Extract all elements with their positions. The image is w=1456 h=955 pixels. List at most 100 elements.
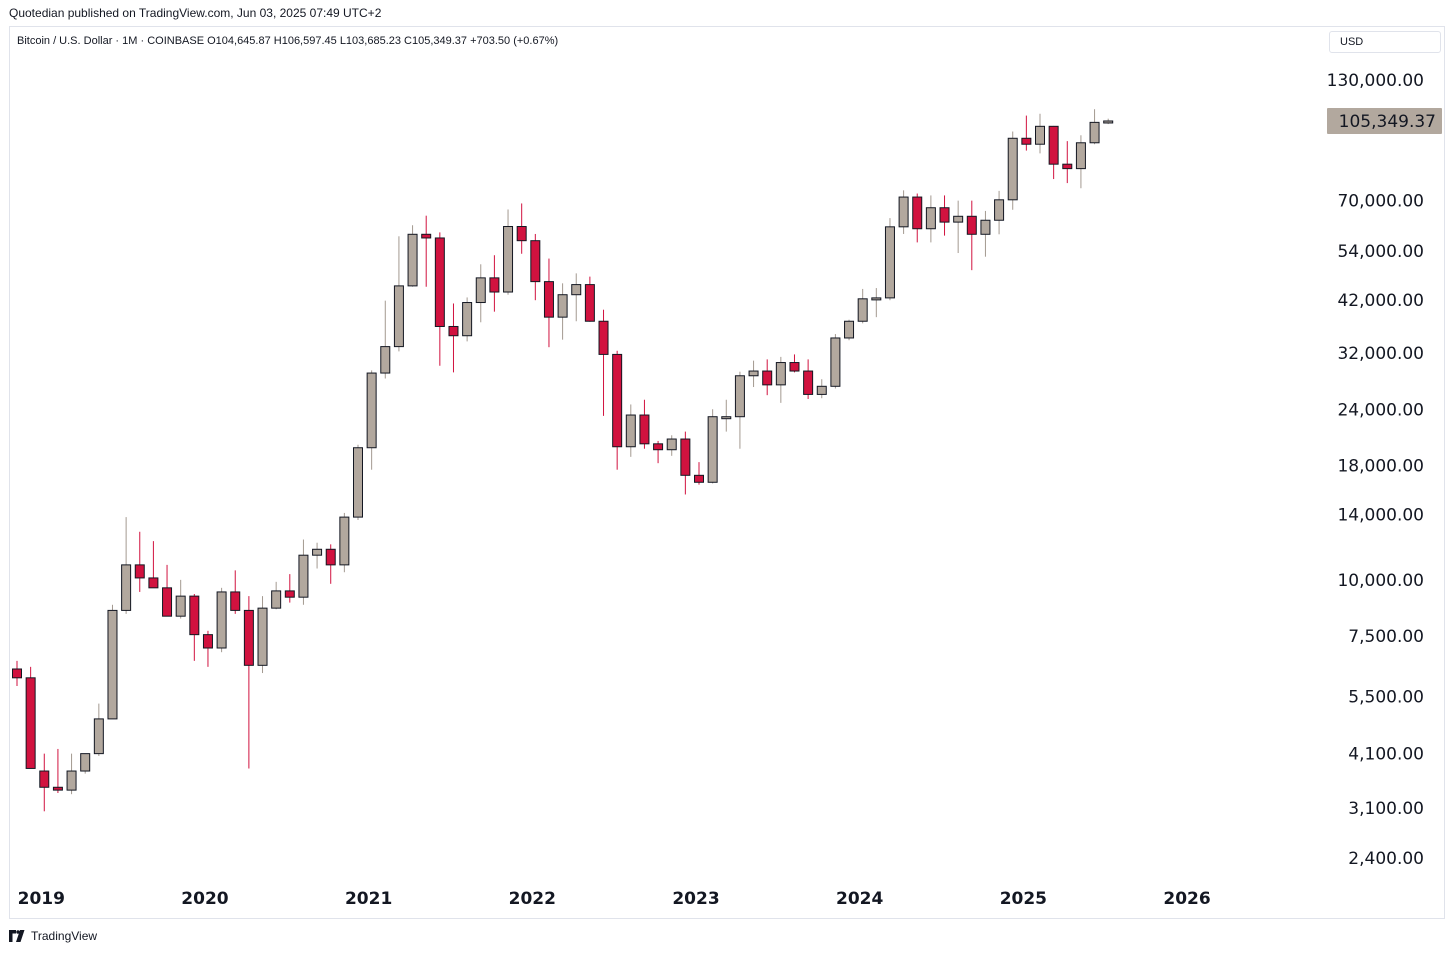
candle[interactable] xyxy=(366,370,377,470)
candle[interactable] xyxy=(189,594,200,661)
candle-body xyxy=(189,595,200,636)
candle[interactable] xyxy=(803,359,814,399)
candle-body xyxy=(1062,163,1073,170)
candle[interactable] xyxy=(325,544,336,584)
candle[interactable] xyxy=(557,283,568,340)
candle-body xyxy=(271,590,282,609)
candle[interactable] xyxy=(816,379,827,399)
candle[interactable] xyxy=(666,435,677,456)
candle[interactable] xyxy=(39,753,50,812)
candle[interactable] xyxy=(380,300,391,379)
candle-body xyxy=(898,196,909,228)
candle[interactable] xyxy=(107,604,118,720)
candle[interactable] xyxy=(489,255,500,312)
candle-body xyxy=(666,438,677,451)
candle[interactable] xyxy=(1048,125,1059,180)
candle[interactable] xyxy=(775,356,786,403)
candle[interactable] xyxy=(175,579,186,619)
candle[interactable] xyxy=(393,236,404,352)
tradingview-brand[interactable]: TradingView xyxy=(9,929,97,943)
candle[interactable] xyxy=(612,350,623,470)
candle[interactable] xyxy=(462,297,473,342)
candle[interactable] xyxy=(448,303,459,373)
candle[interactable] xyxy=(598,309,609,416)
time-tick-label: 2021 xyxy=(345,889,392,909)
candle[interactable] xyxy=(134,531,145,592)
candle[interactable] xyxy=(884,218,895,301)
candle[interactable] xyxy=(434,232,445,366)
candle[interactable] xyxy=(1103,118,1114,125)
symbol-legend[interactable]: Bitcoin / U.S. Dollar · 1M · COINBASE O1… xyxy=(17,35,559,47)
candle[interactable] xyxy=(243,596,254,769)
candle-body xyxy=(925,207,936,230)
last-price-label: 105,349.37 xyxy=(1339,112,1436,132)
candle[interactable] xyxy=(925,195,936,243)
candle[interactable] xyxy=(66,753,77,795)
candle[interactable] xyxy=(1062,141,1073,184)
candle[interactable] xyxy=(339,512,350,573)
candle-body xyxy=(680,438,691,476)
candle-body xyxy=(789,362,800,372)
candle[interactable] xyxy=(216,587,227,653)
candle[interactable] xyxy=(789,354,800,373)
candle[interactable] xyxy=(530,233,541,301)
candle-body xyxy=(980,219,991,235)
candle[interactable] xyxy=(52,748,63,794)
candle[interactable] xyxy=(939,195,950,236)
candle[interactable] xyxy=(762,359,773,396)
candle-body xyxy=(257,607,268,666)
candle[interactable] xyxy=(202,630,213,667)
candle-body xyxy=(448,325,459,337)
currency-selector-button[interactable]: USD xyxy=(1329,31,1441,53)
candle[interactable] xyxy=(912,193,923,243)
candle[interactable] xyxy=(148,541,159,589)
candle[interactable] xyxy=(871,288,882,318)
candle[interactable] xyxy=(93,703,104,757)
candle[interactable] xyxy=(830,334,841,389)
candle[interactable] xyxy=(407,225,418,287)
candle[interactable] xyxy=(857,288,868,324)
candle[interactable] xyxy=(162,564,173,617)
candle[interactable] xyxy=(121,517,132,614)
candle[interactable] xyxy=(230,570,241,614)
candle[interactable] xyxy=(953,200,964,254)
candle[interactable] xyxy=(584,276,595,322)
candle[interactable] xyxy=(898,190,909,234)
candle[interactable] xyxy=(639,399,650,449)
candle-body xyxy=(1089,121,1100,144)
candle[interactable] xyxy=(475,264,486,323)
candle[interactable] xyxy=(1089,109,1100,145)
candle[interactable] xyxy=(844,319,855,341)
candle[interactable] xyxy=(748,360,759,388)
candle[interactable] xyxy=(721,399,732,432)
candle[interactable] xyxy=(980,210,991,257)
candle[interactable] xyxy=(284,574,295,603)
candle[interactable] xyxy=(734,371,745,449)
candle[interactable] xyxy=(257,596,268,674)
candle[interactable] xyxy=(1035,113,1045,154)
candle[interactable] xyxy=(571,273,582,322)
candle[interactable] xyxy=(298,539,309,605)
candle[interactable] xyxy=(694,462,704,485)
candle[interactable] xyxy=(421,215,432,287)
candle[interactable] xyxy=(12,660,22,687)
candle[interactable] xyxy=(353,444,363,520)
candle[interactable] xyxy=(271,581,282,610)
candle[interactable] xyxy=(312,542,323,569)
candle[interactable] xyxy=(707,409,718,484)
time-tick-label: 2026 xyxy=(1163,889,1210,909)
candle[interactable] xyxy=(516,203,527,254)
candle[interactable] xyxy=(25,666,36,769)
candle[interactable] xyxy=(543,258,554,348)
candle[interactable] xyxy=(680,431,691,495)
candle[interactable] xyxy=(625,404,636,457)
candle[interactable] xyxy=(1021,115,1032,151)
candle[interactable] xyxy=(994,190,1005,235)
candle[interactable] xyxy=(1075,135,1086,189)
candle[interactable] xyxy=(1007,131,1018,210)
candle[interactable] xyxy=(80,753,91,774)
candle[interactable] xyxy=(653,440,664,464)
candle[interactable] xyxy=(503,209,514,295)
candle[interactable] xyxy=(966,200,977,271)
